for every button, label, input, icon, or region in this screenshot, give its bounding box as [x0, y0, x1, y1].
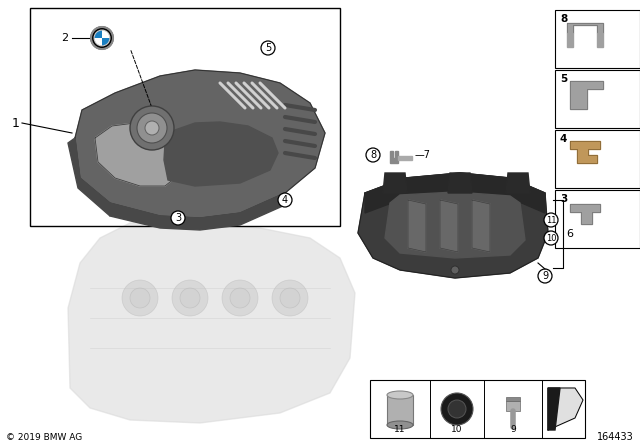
- Bar: [506, 401, 520, 411]
- Polygon shape: [448, 173, 472, 193]
- Circle shape: [451, 266, 459, 274]
- Wedge shape: [102, 38, 110, 46]
- Bar: [555, 10, 640, 68]
- Text: 10: 10: [546, 233, 556, 242]
- Polygon shape: [75, 70, 325, 218]
- Polygon shape: [570, 81, 603, 109]
- Circle shape: [448, 400, 466, 418]
- Text: 4: 4: [282, 195, 288, 205]
- Text: 5: 5: [560, 74, 567, 84]
- Polygon shape: [570, 204, 600, 224]
- Polygon shape: [548, 388, 560, 430]
- Wedge shape: [102, 30, 110, 38]
- Circle shape: [544, 231, 558, 245]
- Polygon shape: [398, 156, 412, 160]
- Text: 3: 3: [560, 194, 567, 204]
- Text: 5: 5: [265, 43, 271, 53]
- Text: 1: 1: [12, 116, 20, 129]
- Bar: [30, 8, 340, 226]
- Circle shape: [130, 288, 150, 308]
- Text: © 2019 BMW AG: © 2019 BMW AG: [6, 433, 83, 442]
- Circle shape: [261, 41, 275, 55]
- Text: 164433: 164433: [597, 432, 634, 442]
- Circle shape: [180, 288, 200, 308]
- Circle shape: [145, 121, 159, 135]
- Wedge shape: [94, 38, 102, 46]
- Polygon shape: [440, 200, 458, 252]
- Text: 11: 11: [546, 215, 556, 224]
- Bar: [555, 130, 640, 188]
- Text: 3: 3: [175, 213, 181, 223]
- Bar: [555, 190, 640, 248]
- Polygon shape: [506, 173, 530, 193]
- Circle shape: [171, 211, 185, 225]
- Circle shape: [544, 213, 558, 227]
- Circle shape: [538, 269, 552, 283]
- Circle shape: [441, 393, 473, 425]
- Polygon shape: [567, 23, 603, 33]
- Text: 6: 6: [566, 229, 573, 239]
- Text: 9: 9: [542, 271, 548, 281]
- Circle shape: [272, 280, 308, 316]
- Text: 8: 8: [560, 14, 567, 24]
- Circle shape: [137, 113, 167, 143]
- Ellipse shape: [387, 421, 413, 429]
- Polygon shape: [472, 200, 490, 252]
- Polygon shape: [548, 388, 583, 430]
- Polygon shape: [68, 220, 355, 423]
- Circle shape: [230, 288, 250, 308]
- Polygon shape: [385, 192, 525, 258]
- Circle shape: [172, 280, 208, 316]
- Polygon shape: [570, 141, 600, 163]
- Polygon shape: [68, 138, 110, 216]
- Polygon shape: [365, 173, 545, 213]
- Bar: [506, 397, 520, 401]
- Text: 2: 2: [61, 33, 68, 43]
- Polygon shape: [95, 123, 178, 186]
- Circle shape: [278, 193, 292, 207]
- Bar: [370, 380, 585, 438]
- Polygon shape: [597, 33, 603, 47]
- Text: —7: —7: [415, 150, 431, 160]
- Polygon shape: [408, 200, 426, 252]
- Wedge shape: [94, 30, 102, 38]
- Ellipse shape: [387, 391, 413, 399]
- Polygon shape: [567, 33, 573, 47]
- Polygon shape: [110, 193, 285, 230]
- Text: 9: 9: [510, 425, 516, 434]
- Text: 11: 11: [394, 425, 406, 434]
- Circle shape: [280, 288, 300, 308]
- Circle shape: [366, 148, 380, 162]
- Text: 10: 10: [451, 425, 463, 434]
- Circle shape: [222, 280, 258, 316]
- Polygon shape: [164, 122, 278, 186]
- Polygon shape: [358, 173, 548, 278]
- Text: 4: 4: [560, 134, 568, 144]
- Polygon shape: [383, 173, 407, 193]
- Bar: [387, 395, 413, 425]
- Circle shape: [91, 27, 113, 49]
- Bar: [555, 70, 640, 128]
- Circle shape: [130, 106, 174, 150]
- Polygon shape: [390, 151, 398, 163]
- Text: 8: 8: [370, 150, 376, 160]
- Circle shape: [122, 280, 158, 316]
